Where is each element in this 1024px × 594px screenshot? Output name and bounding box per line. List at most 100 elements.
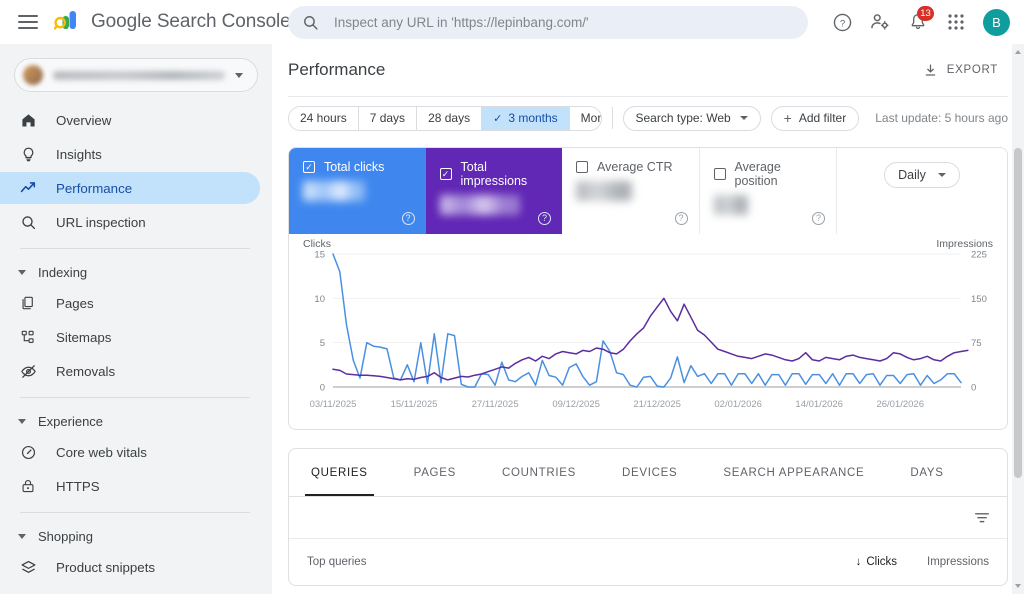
chevron-down-icon (937, 173, 946, 177)
svg-text:10: 10 (314, 294, 325, 305)
metric-label: Average position (734, 160, 781, 188)
sidebar-group-label: Shopping (38, 528, 93, 544)
search-type-label: Search type: Web (635, 111, 731, 125)
metric-value-redacted (303, 181, 365, 201)
search-type-dropdown[interactable]: Search type: Web (622, 105, 761, 131)
sidebar-item-pages[interactable]: Pages (0, 287, 260, 319)
user-settings-icon[interactable] (863, 5, 897, 39)
sidebar-item-https[interactable]: HTTPS (0, 470, 260, 502)
lightbulb-icon (16, 146, 40, 163)
sidebar-item-performance[interactable]: Performance (0, 172, 260, 204)
svg-text:14/01/2026: 14/01/2026 (795, 399, 843, 410)
metric-card-average-position[interactable]: Average position ? (700, 148, 837, 234)
granularity-dropdown[interactable]: Daily (884, 162, 960, 188)
column-header-top-queries[interactable]: Top queries (307, 556, 367, 568)
chip-24-hours[interactable]: 24 hours (289, 106, 359, 130)
sidebar-item-overview[interactable]: Overview (0, 104, 260, 136)
sidebar-item-sitemaps[interactable]: Sitemaps (0, 321, 260, 353)
main-content: Performance EXPORT 24 hours 7 days 28 da… (272, 44, 1024, 594)
scrollbar-thumb[interactable] (1014, 148, 1022, 478)
sidebar-item-label: HTTPS (56, 478, 100, 494)
metric-cards: ✓ Total clicks ? ✓ Total impressions ? (289, 148, 1007, 234)
metric-card-total-impressions[interactable]: ✓ Total impressions ? (425, 148, 562, 234)
checkbox-average-position[interactable] (713, 168, 726, 180)
chip-label: 28 days (428, 111, 471, 125)
tab-pages[interactable]: PAGES (408, 449, 462, 496)
check-icon: ✓ (305, 161, 313, 172)
checkbox-total-impressions[interactable]: ✓ (439, 168, 452, 180)
apps-grid-icon[interactable] (939, 5, 973, 39)
speedometer-icon (16, 444, 40, 461)
metric-card-total-clicks[interactable]: ✓ Total clicks ? (289, 148, 426, 234)
svg-text:02/01/2026: 02/01/2026 (714, 399, 762, 410)
sidebar-item-label: Pages (56, 295, 94, 311)
svg-text:0: 0 (320, 383, 325, 394)
svg-text:21/12/2025: 21/12/2025 (633, 399, 681, 410)
sidebar-item-url-inspection[interactable]: URL inspection (0, 206, 260, 238)
chevron-down-icon (18, 533, 26, 539)
sidebar-item-label: URL inspection (56, 214, 146, 230)
chip-28-days[interactable]: 28 days (417, 106, 483, 130)
sidebar-item-product-snippets[interactable]: Product snippets (0, 551, 260, 583)
property-selector[interactable] (14, 58, 258, 92)
scroll-down-arrow-icon[interactable] (1015, 584, 1021, 588)
tab-devices[interactable]: DEVICES (616, 449, 683, 496)
sidebar-divider (20, 512, 250, 513)
svg-text:?: ? (839, 18, 844, 29)
left-axis-title: Clicks (303, 238, 331, 250)
sidebar-item-merchant-listings[interactable]: Merchant listings (0, 585, 260, 594)
help-icon[interactable]: ? (401, 212, 415, 225)
svg-text:15: 15 (314, 250, 325, 261)
sidebar-item-removals[interactable]: Removals (0, 355, 260, 387)
sidebar-item-label: Product snippets (56, 559, 156, 575)
filter-icon[interactable] (973, 509, 991, 527)
right-axis-title: Impressions (936, 238, 993, 250)
chip-more[interactable]: More (569, 106, 601, 130)
checkbox-average-ctr[interactable] (576, 161, 588, 173)
help-icon[interactable]: ? (538, 212, 551, 225)
help-icon[interactable]: ? (812, 212, 825, 225)
notifications-icon[interactable]: 13 (901, 5, 935, 39)
sidebar-group-label: Indexing (38, 264, 88, 280)
help-icon[interactable]: ? (674, 212, 688, 225)
avatar[interactable]: B (983, 8, 1010, 36)
column-header-impressions[interactable]: Impressions (927, 556, 989, 568)
sidebar-item-core-web-vitals[interactable]: Core web vitals (0, 436, 260, 468)
svg-text:09/12/2025: 09/12/2025 (552, 399, 600, 410)
export-button[interactable]: EXPORT (923, 63, 1008, 78)
chip-7-days[interactable]: 7 days (358, 106, 418, 130)
search-input[interactable] (332, 14, 772, 31)
tab-queries[interactable]: QUERIES (305, 449, 374, 496)
check-icon: ✓ (493, 112, 503, 125)
chip-label: 3 months (508, 111, 558, 125)
url-inspection-search-bar[interactable] (288, 6, 808, 39)
notification-badge: 13 (917, 6, 934, 21)
chip-3-months[interactable]: ✓ 3 months (482, 106, 570, 130)
tab-label: PAGES (413, 466, 456, 479)
tab-countries[interactable]: COUNTRIES (496, 449, 582, 496)
sidebar-item-insights[interactable]: Insights (0, 138, 260, 170)
scroll-up-arrow-icon[interactable] (1015, 50, 1021, 54)
google-search-console-logo: Google Search Console (53, 10, 291, 34)
metric-label: Total impressions (460, 160, 528, 188)
performance-chart-card: ✓ Total clicks ? ✓ Total impressions ? (288, 147, 1008, 430)
checkbox-total-clicks[interactable]: ✓ (303, 161, 315, 173)
metric-value-redacted (576, 181, 632, 201)
menu-icon[interactable] (18, 15, 38, 29)
tab-days[interactable]: DAYS (904, 449, 949, 496)
metric-card-average-ctr[interactable]: Average CTR ? (562, 148, 700, 234)
sidebar-group-shopping[interactable]: Shopping (0, 523, 272, 549)
sidebar-group-experience[interactable]: Experience (0, 408, 272, 434)
help-icon[interactable]: ? (825, 5, 859, 39)
metric-value-redacted (439, 195, 520, 215)
column-header-clicks[interactable]: ↓ Clicks (805, 556, 897, 568)
lock-icon (16, 478, 40, 494)
metric-label-row: Average CTR (576, 160, 685, 174)
page-scrollbar[interactable] (1012, 44, 1024, 594)
tab-search-appearance[interactable]: SEARCH APPEARANCE (717, 449, 870, 496)
add-filter-button[interactable]: + Add filter (770, 105, 860, 131)
sort-down-icon: ↓ (855, 556, 862, 568)
search-console-mark-icon (53, 10, 82, 34)
sidebar-group-indexing[interactable]: Indexing (0, 259, 272, 285)
